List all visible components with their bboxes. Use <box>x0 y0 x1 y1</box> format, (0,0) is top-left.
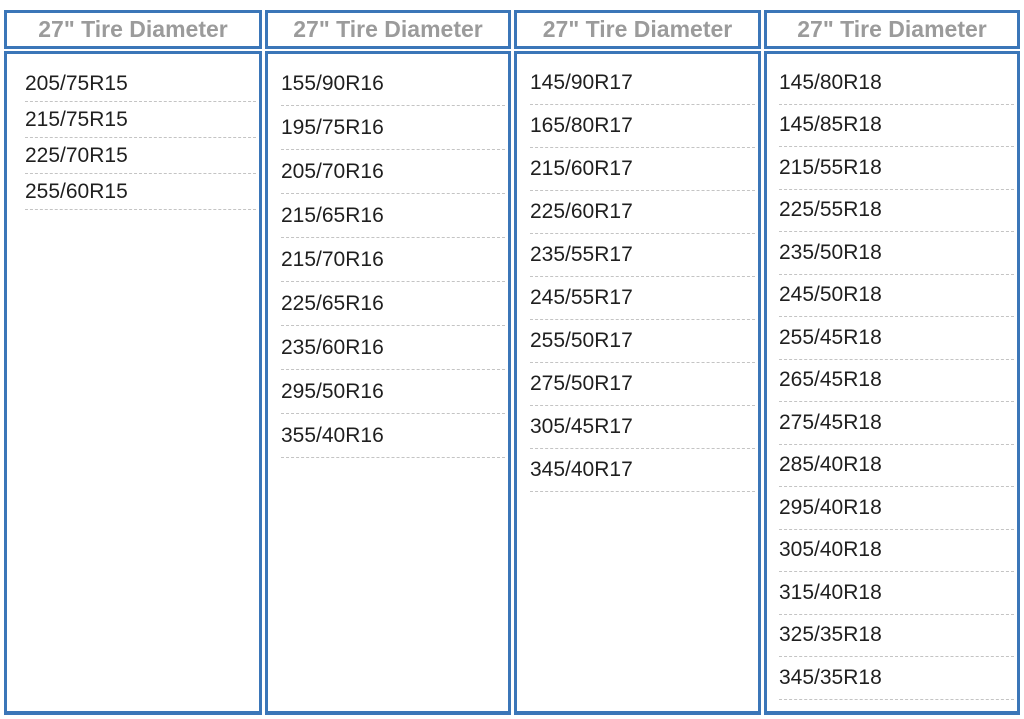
tire-size-item: 275/45R18 <box>779 402 1014 445</box>
tire-size-item: 145/85R18 <box>779 105 1014 147</box>
tire-size-item: 305/45R17 <box>530 406 755 449</box>
tire-size-item: 205/70R16 <box>281 150 505 194</box>
column-body-r16: 155/90R16 195/75R16 205/70R16 215/65R16 215/… <box>265 51 511 715</box>
tire-size-item: 215/65R16 <box>281 194 505 238</box>
tire-size-item: 345/35R18 <box>779 657 1014 700</box>
column-r16: 27" Tire Diameter 155/90R16 195/75R16 205/… <box>265 10 511 715</box>
tire-size-item: 265/45R18 <box>779 360 1014 402</box>
tire-size-item: 195/75R16 <box>281 106 505 150</box>
tire-size-item: 205/75R15 <box>25 66 256 102</box>
column-r17: 27" Tire Diameter 145/90R17 165/80R17 215/… <box>514 10 761 715</box>
tire-size-item: 235/55R17 <box>530 234 755 277</box>
tire-size-item: 245/50R18 <box>779 275 1014 317</box>
tire-size-item: 215/75R15 <box>25 102 256 138</box>
tire-size-item: 345/40R17 <box>530 449 755 492</box>
tire-size-item: 275/50R17 <box>530 363 755 406</box>
tire-size-item: 225/65R16 <box>281 282 505 326</box>
column-header-r15: 27" Tire Diameter <box>4 10 262 49</box>
tire-size-item: 285/40R18 <box>779 445 1014 487</box>
tire-size-item: 225/70R15 <box>25 138 256 174</box>
tire-size-item: 225/60R17 <box>530 191 755 234</box>
tire-size-item: 315/40R18 <box>779 572 1014 615</box>
tire-size-item: 155/90R16 <box>281 62 505 106</box>
tire-diameter-table: 27" Tire Diameter 205/75R15 215/75R15 225/… <box>4 10 1020 715</box>
tire-size-item: 145/80R18 <box>779 62 1014 105</box>
tire-size-item: 295/50R16 <box>281 370 505 414</box>
tire-size-item: 295/40R18 <box>779 487 1014 530</box>
tire-size-item: 145/90R17 <box>530 62 755 105</box>
column-header-r18: 27" Tire Diameter <box>764 10 1020 49</box>
column-header-r17: 27" Tire Diameter <box>514 10 761 49</box>
column-body-r17: 145/90R17 165/80R17 215/60R17 225/60R17 235/… <box>514 51 761 715</box>
column-body-r18: 145/80R18 145/85R18 215/55R18 225/55R18 235/… <box>764 51 1020 715</box>
tire-size-item: 215/60R17 <box>530 148 755 191</box>
tire-size-item: 255/45R18 <box>779 317 1014 360</box>
column-body-r15: 205/75R15 215/75R15 225/70R15 255/60R15 <box>4 51 262 715</box>
column-r15: 27" Tire Diameter 205/75R15 215/75R15 225/… <box>4 10 262 715</box>
tire-size-item: 255/60R15 <box>25 174 256 210</box>
tire-size-item: 225/55R18 <box>779 190 1014 232</box>
column-header-r16: 27" Tire Diameter <box>265 10 511 49</box>
tire-size-item: 245/55R17 <box>530 277 755 320</box>
tire-size-item: 325/35R18 <box>779 615 1014 657</box>
tire-size-item: 235/60R16 <box>281 326 505 370</box>
tire-size-item: 235/50R18 <box>779 232 1014 275</box>
column-r18: 27" Tire Diameter 145/80R18 145/85R18 215/… <box>764 10 1020 715</box>
tire-size-item: 215/55R18 <box>779 147 1014 190</box>
tire-size-item: 305/40R18 <box>779 530 1014 572</box>
tire-size-item: 215/70R16 <box>281 238 505 282</box>
tire-size-item: 255/50R17 <box>530 320 755 363</box>
tire-size-item: 165/80R17 <box>530 105 755 148</box>
tire-size-item: 355/40R16 <box>281 414 505 458</box>
